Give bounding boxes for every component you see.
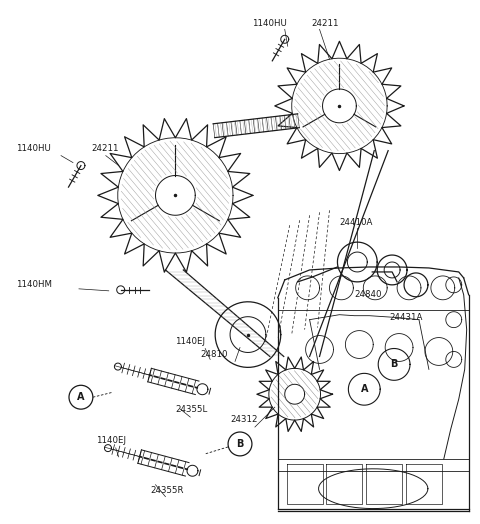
Text: 24211: 24211 <box>312 19 339 28</box>
Text: 24355R: 24355R <box>151 486 184 495</box>
Text: 24410A: 24410A <box>339 218 373 227</box>
Text: 24211: 24211 <box>91 144 119 153</box>
Text: 24312: 24312 <box>230 414 258 423</box>
Text: 1140HU: 1140HU <box>16 144 51 153</box>
Text: 24355L: 24355L <box>175 405 208 413</box>
Text: 24431A: 24431A <box>389 313 422 322</box>
Text: B: B <box>236 439 244 449</box>
Text: 24810: 24810 <box>200 350 228 359</box>
Text: 1140HM: 1140HM <box>16 280 52 289</box>
Text: A: A <box>77 392 84 402</box>
Text: 1140EJ: 1140EJ <box>175 337 205 346</box>
Text: A: A <box>360 384 368 394</box>
Text: B: B <box>390 359 398 369</box>
Text: 1140HU: 1140HU <box>252 19 287 28</box>
Text: 24840: 24840 <box>354 290 382 299</box>
Text: 1140EJ: 1140EJ <box>96 436 126 445</box>
